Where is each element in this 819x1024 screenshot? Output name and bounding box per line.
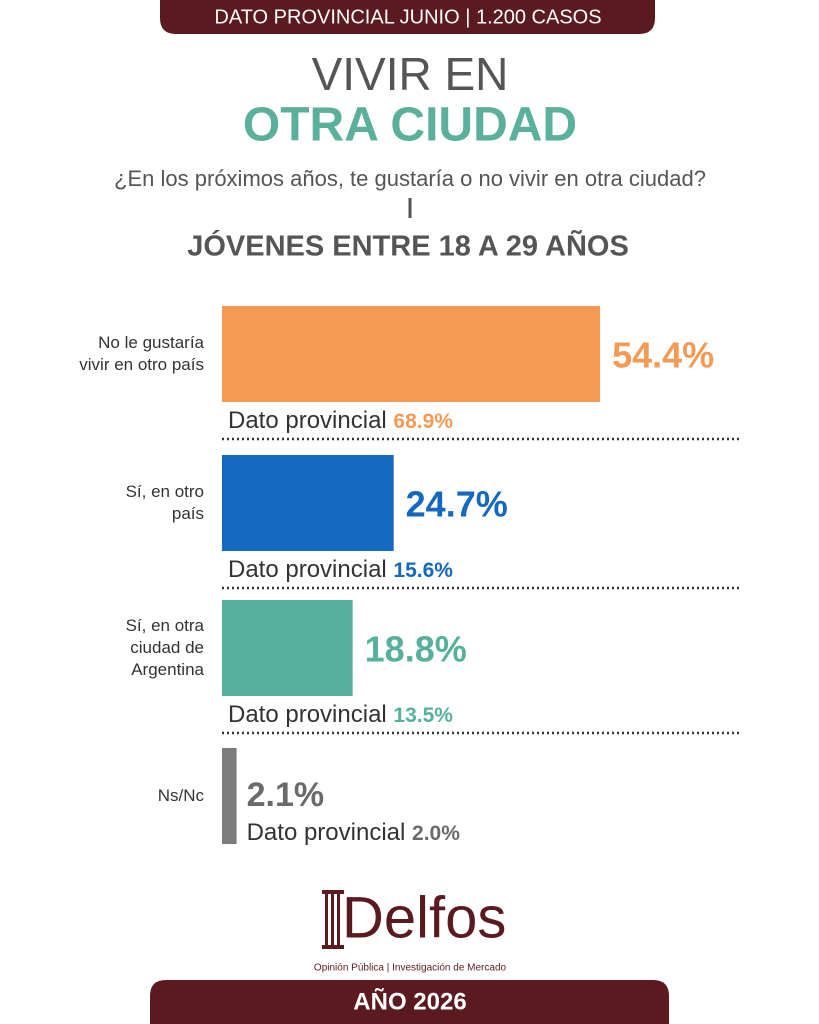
bar (222, 306, 601, 402)
reference: Dato provincial 68.9% (228, 407, 453, 434)
banner-bg (160, 0, 655, 34)
reference-value: 13.5% (393, 704, 453, 727)
banner: DATO PROVINCIAL JUNIO | 1.200 CASOS (214, 6, 601, 28)
bar (222, 748, 237, 844)
value-label: 54.4% (612, 335, 714, 376)
bar (222, 455, 394, 551)
value-label: 2.1% (247, 776, 325, 814)
category-label: Sí, en otro país (125, 482, 204, 523)
reference-label: Dato provincial (228, 701, 387, 728)
bar (222, 600, 353, 696)
footer-bg (150, 980, 669, 1024)
reference-label: Dato provincial (228, 407, 387, 434)
category-label: Ns/Nc (157, 786, 204, 805)
reference: Dato provincial 15.6% (228, 556, 453, 583)
reference: Dato provincial 2.0% (247, 819, 461, 846)
title-line1: VIVIR EN (312, 48, 509, 100)
reference: Dato provincial 13.5% (228, 701, 453, 728)
brand: Delfos (342, 885, 506, 950)
tagline: Opinión Pública | Investigación de Merca… (314, 963, 507, 974)
reference-value: 2.0% (412, 822, 460, 845)
title-line2: OTRA CIUDAD (243, 99, 577, 152)
reference-label: Dato provincial (228, 556, 387, 583)
category-label: Sí, en otra ciudad de Argentina (125, 616, 204, 679)
reference-value: 15.6% (393, 559, 453, 582)
value-label: 18.8% (365, 629, 467, 670)
reference-label: Dato provincial (247, 819, 406, 846)
category-label: No le gustaría vivir en otro país (79, 333, 204, 374)
reference-value: 68.9% (393, 410, 453, 433)
logo (322, 890, 344, 949)
value-label: 24.7% (406, 484, 508, 525)
year: AÑO 2026 (353, 987, 466, 1015)
subtitle: JÓVENES ENTRE 18 A 29 AÑOS (187, 229, 629, 263)
question: ¿En los próximos años, te gustaría o no … (114, 166, 706, 191)
